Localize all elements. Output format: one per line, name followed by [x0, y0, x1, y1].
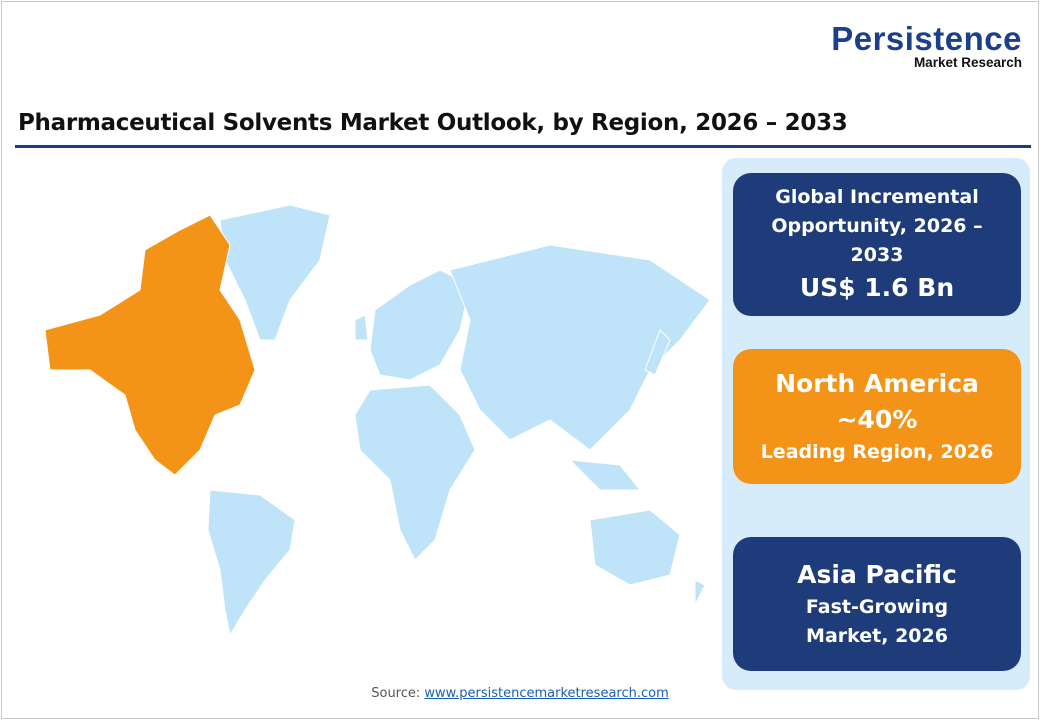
- southeast-asia: [568, 459, 642, 491]
- page-title: Pharmaceutical Solvents Market Outlook, …: [18, 110, 848, 136]
- source-link[interactable]: www.persistencemarketresearch.com: [424, 686, 669, 701]
- card-value: ~40%: [836, 405, 918, 434]
- north-america-highlight: [44, 214, 256, 476]
- card-label: Global Incremental Opportunity, 2026 – 2…: [771, 186, 983, 266]
- world-map: [44, 204, 711, 637]
- card-label: Fast-Growing Market, 2026: [805, 596, 949, 647]
- card-asia-pacific: Asia Pacific Fast-Growing Market, 2026: [733, 537, 1021, 671]
- new-zealand: [694, 579, 706, 606]
- card-value: US$ 1.6 Bn: [799, 273, 955, 302]
- card-title: Asia Pacific: [797, 560, 957, 589]
- uk: [354, 314, 369, 341]
- south-america: [207, 489, 296, 637]
- logo-sub: Market Research: [913, 55, 1022, 70]
- title-underline: [15, 145, 1031, 148]
- logo: Persistence Market Research: [831, 22, 1022, 70]
- asia: [449, 244, 711, 451]
- logo-main: Persistence: [831, 20, 1022, 57]
- australia: [589, 509, 681, 586]
- africa: [354, 384, 476, 561]
- source-prefix: Source:: [371, 686, 421, 701]
- card-title: North America: [775, 369, 979, 398]
- card-global-opportunity: Global Incremental Opportunity, 2026 – 2…: [733, 173, 1021, 316]
- source: Source: www.persistencemarketresearch.co…: [0, 686, 1040, 701]
- japan: [644, 329, 671, 376]
- europe: [369, 269, 471, 381]
- greenland: [219, 204, 331, 341]
- card-label: Leading Region, 2026: [760, 441, 994, 463]
- card-north-america: North America ~40% Leading Region, 2026: [733, 349, 1021, 484]
